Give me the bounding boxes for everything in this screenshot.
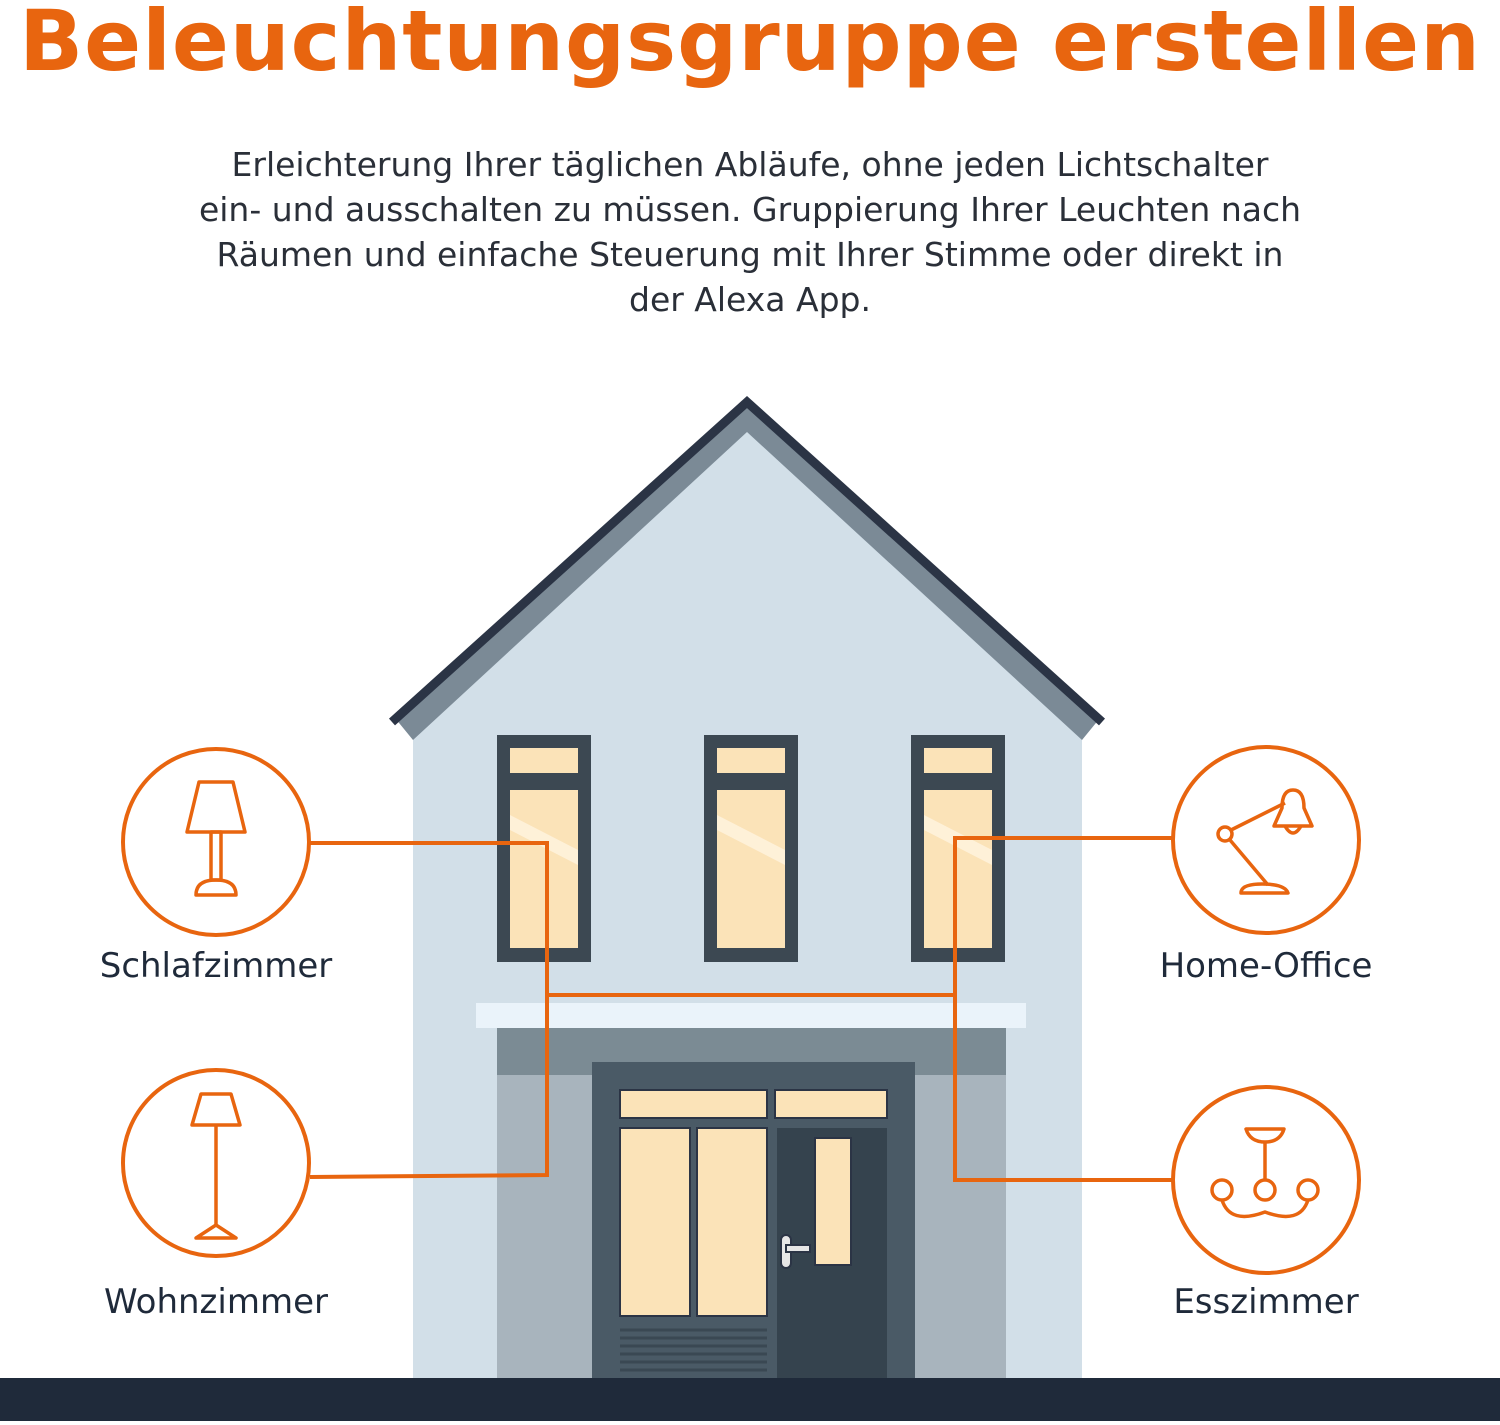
vent [620, 1328, 767, 1372]
page-title: Beleuchtungsgruppe erstellen [19, 0, 1481, 90]
desk-lamp-icon [1216, 788, 1314, 895]
table-lamp-icon [185, 780, 247, 897]
chandelier-icon [1210, 1127, 1320, 1219]
room-label-schlafzimmer: Schlafzimmer [99, 946, 333, 986]
home-office-circle [1171, 745, 1361, 935]
entrance-glass [619, 1089, 888, 1317]
subtitle-line: der Alexa App. [629, 280, 871, 319]
subtitle-line: Erleichterung Ihrer täglichen Abläufe, o… [231, 145, 1269, 184]
subtitle-line: ein- und ausschalten zu müssen. Gruppier… [198, 190, 1302, 229]
ground [0, 1378, 1500, 1421]
window-glass [510, 748, 992, 948]
connection-lines [309, 836, 1172, 1182]
ledge [476, 1003, 1026, 1028]
floor-lamp-icon [190, 1092, 242, 1240]
schlafzimmer-circle [121, 747, 311, 937]
room-label-wohnzimmer: Wohnzimmer [104, 1282, 328, 1322]
roof-edge [388, 395, 1106, 726]
room-label-home-office: Home-Office [1159, 946, 1373, 986]
door-handle [780, 1234, 811, 1269]
subtitle-line: Räumen und einfache Steuerung mit Ihrer … [216, 235, 1284, 274]
room-label-esszimmer: Esszimmer [1173, 1282, 1359, 1322]
